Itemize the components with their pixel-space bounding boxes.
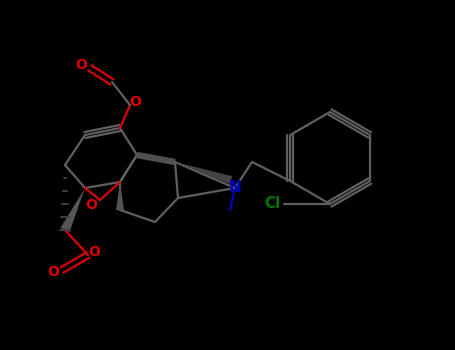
Text: O: O: [129, 95, 141, 109]
Text: O: O: [85, 198, 97, 212]
Polygon shape: [175, 162, 232, 184]
Text: O: O: [47, 265, 59, 279]
Text: Cl: Cl: [264, 196, 280, 211]
Polygon shape: [116, 182, 124, 210]
Polygon shape: [61, 188, 85, 232]
Text: O: O: [88, 245, 100, 259]
Text: N: N: [228, 181, 241, 196]
Text: O: O: [75, 58, 87, 72]
